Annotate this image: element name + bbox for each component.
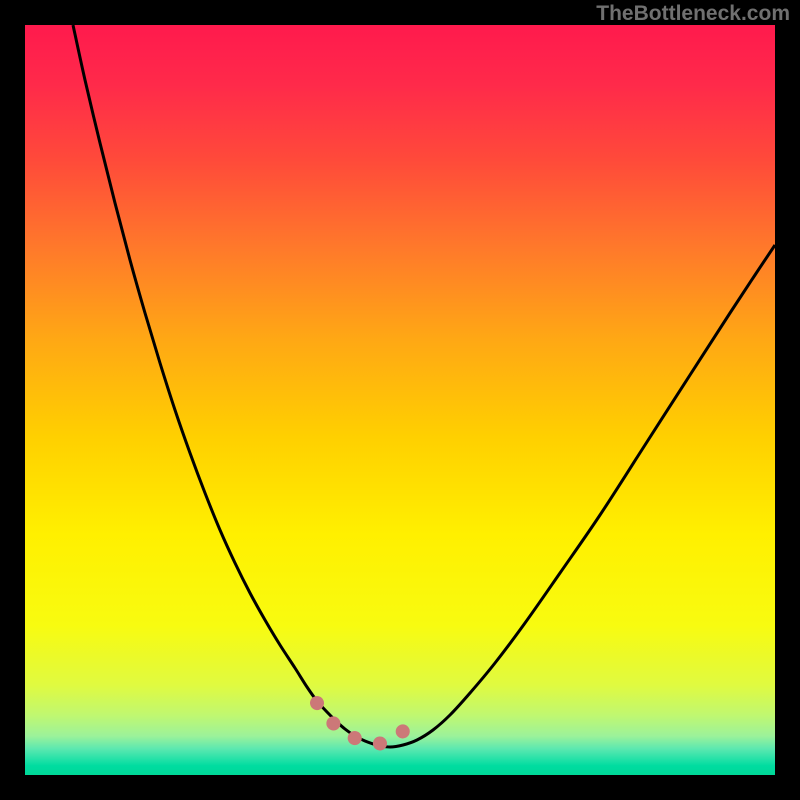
gradient-background xyxy=(25,25,775,775)
watermark-text: TheBottleneck.com xyxy=(596,2,790,26)
plot-area xyxy=(25,25,775,775)
chart-svg xyxy=(25,25,775,775)
